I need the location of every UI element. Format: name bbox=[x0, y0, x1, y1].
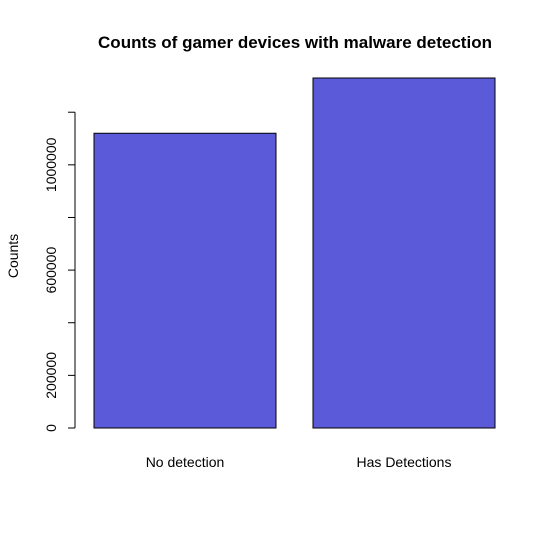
y-axis: 0 200000 600000 1000000 bbox=[43, 111, 76, 432]
category-labels: No detection Has Detections bbox=[146, 454, 452, 470]
y-tick-label: 0 bbox=[43, 424, 59, 432]
x-category-label: No detection bbox=[146, 454, 225, 470]
chart-title: Counts of gamer devices with malware det… bbox=[98, 33, 492, 52]
bar-has-detections bbox=[312, 77, 496, 429]
x-category-label: Has Detections bbox=[357, 454, 452, 470]
y-tick-label: 600000 bbox=[43, 247, 59, 294]
y-axis-label: Counts bbox=[5, 234, 21, 278]
bars-group bbox=[93, 77, 496, 429]
y-tick-label: 1000000 bbox=[43, 137, 59, 192]
y-tick-label: 200000 bbox=[43, 352, 59, 399]
bar-no-detection bbox=[93, 132, 277, 429]
